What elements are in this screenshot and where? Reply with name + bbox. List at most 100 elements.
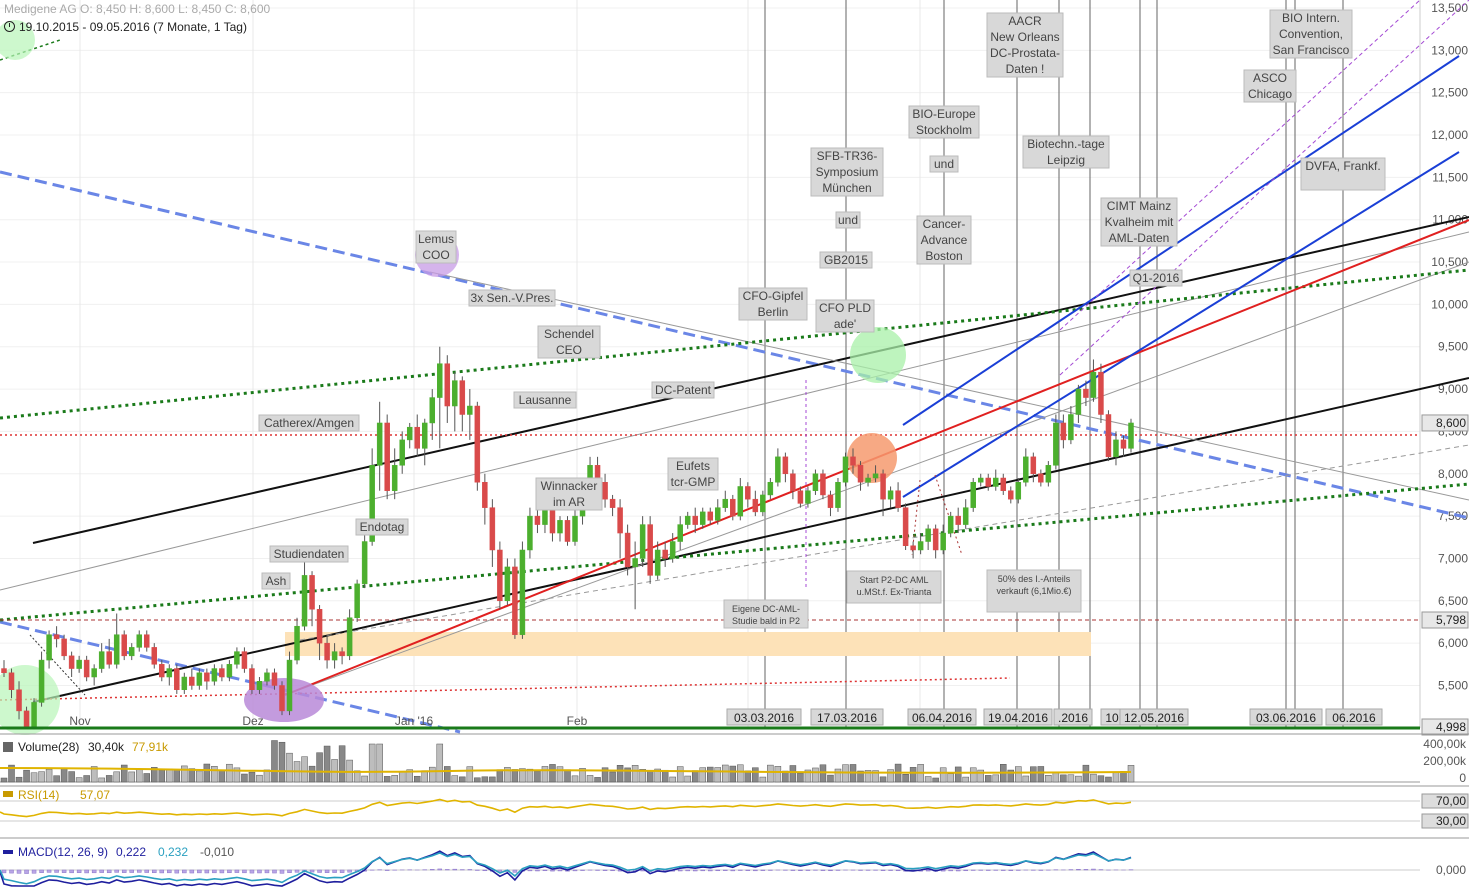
- candle-body: [414, 426, 420, 449]
- volume-bar: [38, 771, 45, 783]
- annotation-box: [986, 12, 1064, 78]
- volume-bar: [691, 770, 699, 783]
- candle-body: [16, 689, 22, 712]
- volume-bar: [45, 768, 53, 783]
- candle-body: [1083, 388, 1089, 398]
- macd-hist-bar: [745, 869, 751, 871]
- rsi-icon: [3, 791, 13, 797]
- macd-hist-bar: [317, 869, 322, 873]
- macd-hist-bar: [84, 869, 89, 874]
- annotation: 3x Sen.-V.Pres.: [468, 289, 556, 307]
- macd-hist-bar: [227, 869, 232, 874]
- volume-bar: [143, 773, 151, 783]
- macd-hist-bar: [242, 869, 247, 874]
- annotation: Studiendaten: [269, 545, 349, 563]
- candle-body: [527, 515, 533, 551]
- annotation-text: SFB-TR36-: [817, 149, 878, 163]
- volume-bar: [969, 767, 977, 783]
- candle-body: [1098, 371, 1104, 415]
- candle-body: [715, 507, 721, 521]
- candle-body: [857, 465, 864, 483]
- volume-bar: [444, 766, 451, 783]
- volume-bar: [984, 775, 992, 783]
- volume-bar: [857, 770, 864, 783]
- macd-hist-bar: [272, 869, 277, 874]
- candle-body: [835, 481, 841, 508]
- candle-body: [872, 473, 879, 479]
- annotation: und: [835, 211, 861, 229]
- annotation-box: [929, 155, 959, 173]
- volume-bar: [474, 777, 481, 783]
- annotation: CIMT Mainz Kvalheim mit AML-Daten: [1100, 197, 1178, 247]
- candle-body: [384, 422, 390, 491]
- volume-bar: [924, 776, 932, 783]
- volume-bar: [151, 767, 158, 783]
- annotation: CFO-Gipfel Berlin: [738, 287, 808, 321]
- candle-body: [444, 363, 451, 407]
- macd-hist-bar: [940, 869, 946, 872]
- volume-bar: [233, 767, 241, 783]
- candle-body: [166, 668, 173, 678]
- ticker-line: Medigene AG O: 8,450 H: 8,600 L: 8,450 C…: [4, 2, 271, 16]
- price-axis-label: 12,000: [1431, 128, 1468, 142]
- annotation: DC-Patent: [651, 381, 715, 399]
- candle-body: [467, 405, 473, 415]
- annotation-box: [916, 215, 972, 265]
- date-tag-box: [1053, 708, 1093, 726]
- candle-body: [346, 617, 353, 657]
- candle-body: [775, 456, 781, 483]
- volume-bar: [241, 773, 248, 783]
- annotation: Lausanne: [513, 391, 577, 409]
- annotation: BIO Intern. Convention, San Francisco: [1269, 9, 1353, 59]
- date-tag: 06.04.2016: [912, 711, 972, 725]
- volume-bar: [579, 768, 586, 783]
- volume-bar: [639, 769, 646, 783]
- annotation-text: Ash: [266, 574, 287, 588]
- volume-bar: [872, 770, 879, 783]
- macd-hist-bar: [753, 869, 758, 872]
- macd-hist-bar: [1076, 869, 1081, 871]
- volume-bar: [278, 741, 286, 783]
- volume-bar: [1075, 775, 1082, 783]
- annotation-text: CFO PLD: [819, 301, 871, 315]
- volume-bar: [504, 767, 511, 783]
- price-tag-last: 8,600: [1436, 416, 1466, 430]
- macd-hist-bar: [452, 868, 458, 871]
- macd-hist-bar: [106, 869, 112, 874]
- macd-hist-bar: [114, 869, 119, 873]
- annotation-text: San Francisco: [1273, 43, 1350, 57]
- volume-bar: [1015, 766, 1022, 783]
- blue-channel-lower: [902, 151, 1460, 498]
- candle-body: [68, 655, 75, 669]
- macd-hist-bar: [1008, 869, 1014, 871]
- candle-body: [842, 456, 849, 483]
- candle-body: [812, 473, 819, 491]
- candle-body: [497, 549, 503, 602]
- annotation-text: Kvalheim mit: [1105, 215, 1174, 229]
- annotation-text: verkauft (6,1Mio.€): [996, 586, 1071, 596]
- candle-body: [865, 477, 871, 483]
- volume-bar: [1105, 776, 1112, 783]
- macd-hist-bar: [557, 869, 563, 872]
- date-tag: 12.05.2016: [1124, 711, 1184, 725]
- macd-hist-bar: [888, 869, 893, 871]
- candle-body: [752, 498, 759, 513]
- candle-body: [1068, 414, 1074, 441]
- volume-bar: [714, 767, 722, 783]
- annotation: AACR New Orleans DC-Prostata- Daten !: [986, 12, 1064, 78]
- candle-body: [241, 651, 248, 669]
- candle-body: [53, 634, 60, 640]
- macd-hist-bar: [136, 869, 142, 873]
- candle-body: [827, 494, 834, 508]
- volume-bar: [53, 775, 60, 783]
- annotation-text: und: [934, 157, 954, 171]
- macd-hist-bar: [219, 869, 225, 874]
- volume-bar: [436, 743, 444, 783]
- volume-bar: [812, 767, 819, 783]
- candle-body: [128, 647, 135, 657]
- candle-body: [1000, 477, 1007, 491]
- candle-body: [602, 481, 608, 500]
- date-tag-box: [1119, 708, 1189, 726]
- annotation: ASCO Chicago: [1243, 69, 1297, 103]
